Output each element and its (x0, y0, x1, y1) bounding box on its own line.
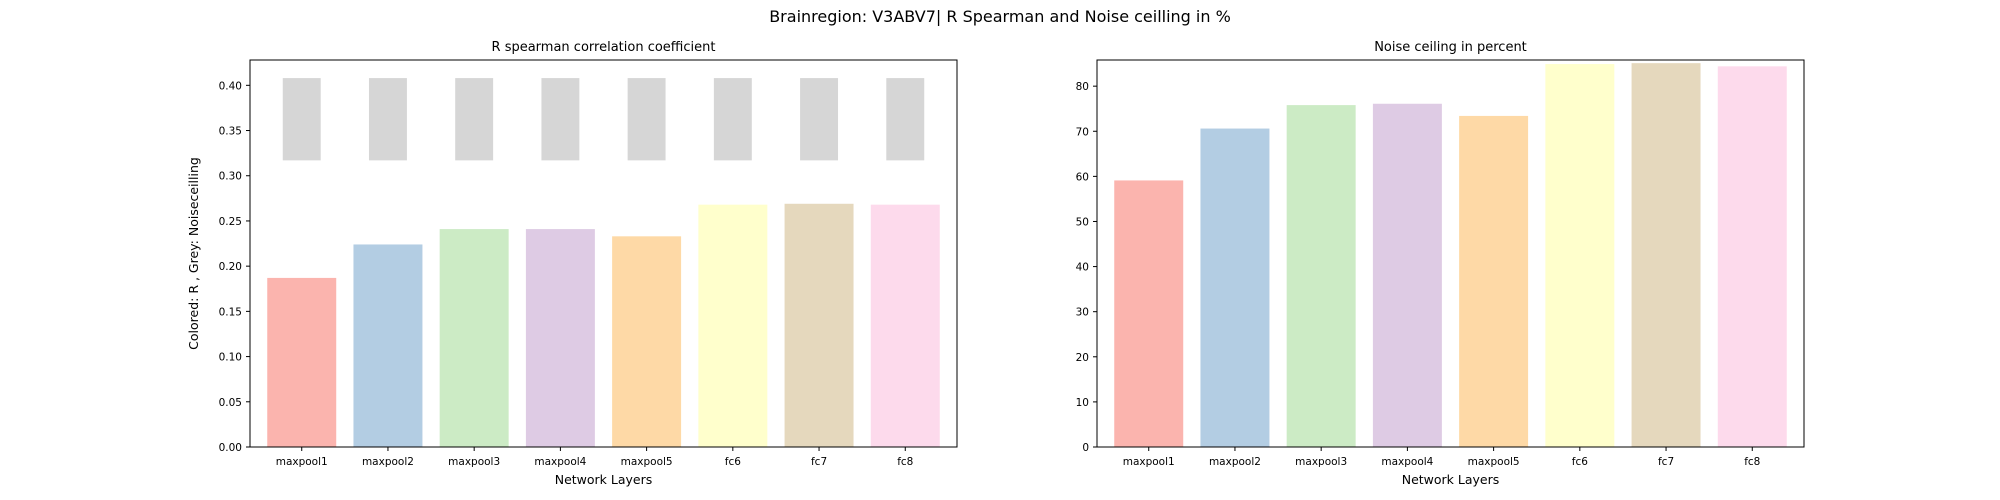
x-tick-label-maxpool4: maxpool4 (1381, 456, 1433, 468)
x-tick-label-maxpool3: maxpool3 (1295, 456, 1347, 468)
y-tick-label: 60 (1076, 171, 1089, 183)
bar-maxpool3 (439, 229, 509, 447)
panel-r-spearman: R spearman correlation coefficient 0.00 0.… (186, 40, 958, 487)
y-tick-label: 10 (1076, 397, 1089, 409)
y-tick-label: 20 (1076, 352, 1089, 364)
x-tick-label-maxpool1: maxpool1 (276, 456, 328, 468)
bar-fc6 (698, 204, 768, 447)
y-tick-label: 0.20 (219, 261, 242, 273)
bar-maxpool2 (353, 244, 423, 447)
y-tick-label: 0.05 (219, 397, 242, 409)
y-tick-label: 0.10 (219, 352, 242, 364)
noise-ceiling-bar-maxpool4 (541, 78, 580, 161)
x-tick-label-fc7: fc7 (811, 456, 827, 468)
noise-ceiling-bar-maxpool1 (282, 78, 321, 161)
chart-title: Noise ceiling in percent (1374, 40, 1527, 55)
y-tick-label: 0.30 (219, 171, 242, 183)
y-tick-label: 0.40 (219, 80, 242, 92)
y-tick-label: 70 (1076, 126, 1089, 138)
x-tick-label-fc6: fc6 (725, 456, 741, 468)
noise-ceiling-bar-maxpool5 (627, 78, 666, 161)
noise-ceiling-bar-fc6 (713, 78, 752, 161)
x-tick-label-maxpool2: maxpool2 (1209, 456, 1261, 468)
x-axis-label: Network Layers (555, 472, 653, 487)
bar-fc6 (1545, 64, 1615, 447)
bar-maxpool1 (1114, 180, 1184, 448)
y-tick-label: 0.00 (219, 442, 242, 454)
noise-ceiling-bar-fc7 (800, 78, 839, 161)
bar-fc7 (784, 203, 854, 447)
chart-title: R spearman correlation coefficient (492, 40, 716, 55)
bar-maxpool5 (612, 236, 682, 447)
bar-fc8 (1717, 66, 1787, 447)
x-tick-label-maxpool4: maxpool4 (534, 456, 586, 468)
x-tick-label-fc8: fc8 (1744, 456, 1760, 468)
noise-ceiling-bar-fc8 (886, 78, 925, 161)
x-tick-label-fc6: fc6 (1572, 456, 1588, 468)
axes-frame (1096, 59, 1805, 448)
y-axis-label: Colored: R , Grey: Noiseceilling (186, 157, 201, 350)
y-tick-label: 40 (1076, 262, 1089, 274)
bar-fc7 (1631, 63, 1701, 447)
bar-maxpool2 (1200, 128, 1270, 447)
x-tick-label-maxpool5: maxpool5 (621, 456, 673, 468)
x-tick-label-fc7: fc7 (1658, 456, 1674, 468)
x-tick-label-maxpool5: maxpool5 (1468, 456, 1520, 468)
y-tick-label: 0.15 (219, 306, 242, 318)
noise-ceiling-bar-maxpool3 (455, 78, 494, 161)
figure-suptitle: Brainregion: V3ABV7| R Spearman and Nois… (769, 7, 1231, 26)
y-tick-label: 80 (1076, 81, 1089, 93)
bar-maxpool1 (267, 277, 337, 447)
y-tick-label: 30 (1076, 307, 1089, 319)
x-tick-label-fc8: fc8 (897, 456, 913, 468)
panel-noise-ceiling: Noise ceiling in percent 0 10 20 30 40 50 60 70 8… (1076, 40, 1805, 487)
bar-fc8 (870, 204, 940, 447)
x-axis-label: Network Layers (1402, 472, 1500, 487)
noise-ceiling-bar-maxpool2 (368, 78, 407, 161)
x-tick-label-maxpool1: maxpool1 (1123, 456, 1175, 468)
bar-maxpool3 (1286, 105, 1356, 448)
x-tick-label-maxpool3: maxpool3 (448, 456, 500, 468)
axes-frame (249, 59, 958, 448)
x-tick-label-maxpool2: maxpool2 (362, 456, 414, 468)
bar-maxpool4 (525, 229, 595, 447)
y-tick-label: 0.35 (219, 126, 242, 138)
y-tick-label: 0 (1082, 442, 1089, 454)
bar-maxpool4 (1372, 103, 1442, 448)
y-tick-label: 50 (1076, 216, 1089, 228)
y-tick-label: 0.25 (219, 216, 242, 228)
bar-maxpool5 (1459, 115, 1529, 448)
